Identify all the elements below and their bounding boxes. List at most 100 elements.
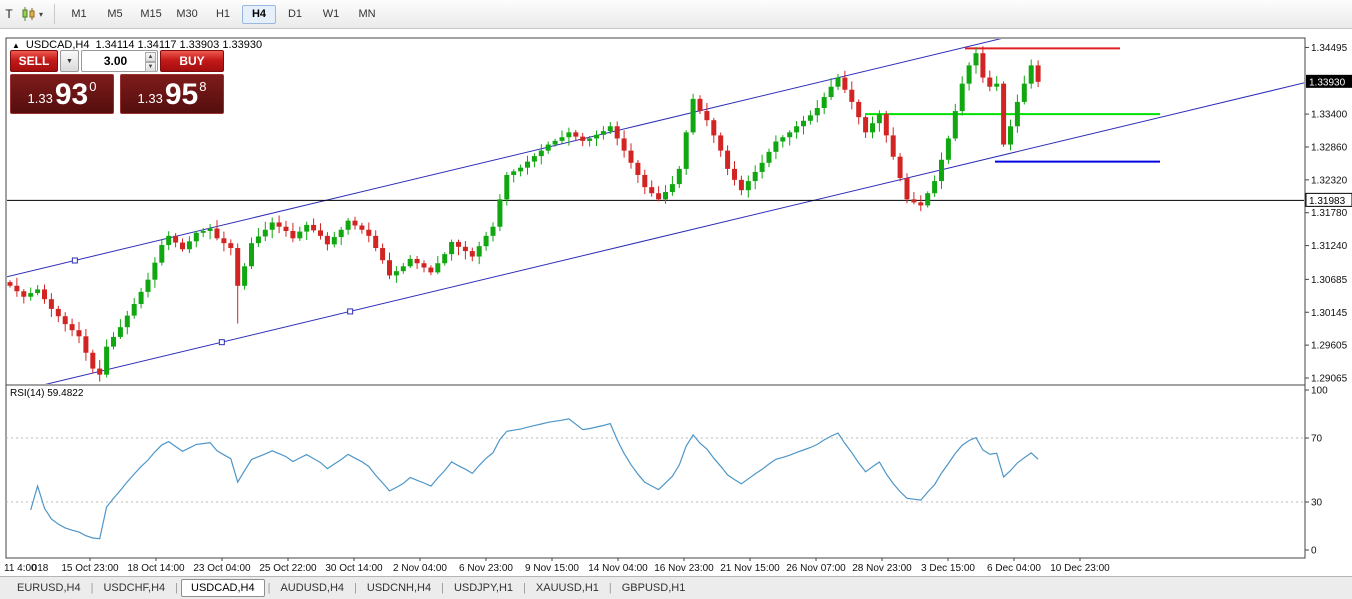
volume-dropdown-button[interactable]: ▼ [60,50,79,72]
candle-body [28,293,34,297]
candle-body [966,65,972,84]
tab-eurusd[interactable]: EURUSD,H4 [17,582,81,594]
candle-body [870,123,875,133]
volume-input[interactable] [82,53,149,69]
candle-body [745,181,751,191]
candle-body [573,132,579,137]
candle-body [801,120,806,127]
candle-body [462,246,468,252]
timeframe-m5[interactable]: M5 [107,7,123,20]
timeframe-d1[interactable]: D1 [287,7,303,20]
sell-price-prefix: 1.33 [27,91,53,106]
timeframe-group: M1 M5 M15 M30 H1 H4 D1 W1 MN [62,4,384,24]
one-click-trade-panel: SELL ▼ ▲ ▼ BUY 1.33 93 0 1.33 95 [10,50,224,114]
trend-channel-upper-line[interactable] [6,0,1305,278]
timeframe-w1[interactable]: W1 [322,7,340,20]
sell-price-button[interactable]: 1.33 93 0 [10,74,114,114]
candle-body [504,174,510,200]
tab-separator: | [441,582,444,594]
candle-body [807,115,813,121]
candle-body [62,316,68,325]
time-axis-label: 15 Oct 23:00 [61,563,119,574]
buy-button[interactable]: BUY [160,50,224,72]
channel-handle[interactable] [347,308,354,315]
candle-body [676,168,682,185]
tab-usdjpy[interactable]: USDJPY,H1 [453,582,514,594]
candle-body [773,141,779,152]
candle-body [738,179,744,191]
candle-body [21,291,27,297]
channel-handle[interactable] [71,257,78,264]
candle-body [221,238,227,244]
time-axis-label: 6 Nov 23:00 [459,563,513,574]
tab-separator: | [354,582,357,594]
candle-body [787,132,793,138]
candle-body [262,229,268,237]
candle-body [283,226,289,231]
rsi-axis-label: 100 [1311,386,1328,397]
candle-body [400,266,406,272]
candle-body [428,267,434,273]
chart-ohlc-header: ▲ USDCAD,H4 1.34114 1.34117 1.33903 1.33… [12,39,262,51]
bid-price-badge [1306,74,1352,88]
chart-type-button[interactable]: ▾ [17,2,47,26]
channel-handle[interactable] [218,339,225,346]
candle-body [918,202,924,206]
candle-body [559,137,565,141]
candle-body [1021,83,1027,102]
price-axis-label: 1.31780 [1311,208,1348,219]
candle-body [635,162,641,175]
candle-body [711,120,717,136]
time-axis-label: 30 Oct 14:00 [325,563,383,574]
tab-gbpusd[interactable]: GBPUSD,H1 [621,582,686,594]
candle-body [642,174,648,188]
candle-body [90,352,96,369]
timeframe-m1[interactable]: M1 [71,7,87,20]
timeframe-h4[interactable]: H4 [242,4,277,24]
candle-body [193,232,199,242]
candle-body [373,235,379,249]
time-axis-label: 18 Oct 14:00 [127,563,185,574]
tab-usdchf[interactable]: USDCHF,H4 [103,582,166,594]
candle-body [545,144,551,151]
tab-usdcnh[interactable]: USDCNH,H4 [366,582,432,594]
time-axis-label: 25 Oct 22:00 [259,563,317,574]
trend-channel-lower-line[interactable] [6,82,1305,394]
candle-body [697,98,703,112]
candle-body [497,199,503,227]
spinner-down-icon[interactable]: ▼ [145,62,156,72]
candle-body [207,228,213,231]
candlestick-chart-icon [22,7,35,21]
candle-body [690,98,696,133]
spinner-up-icon[interactable]: ▲ [145,52,156,62]
candle-body [980,53,986,78]
timeframe-mn[interactable]: MN [358,7,376,20]
timeframe-h1[interactable]: H1 [215,7,231,20]
candle-body [663,192,668,200]
candle-body [911,199,917,203]
candle-body [249,243,254,267]
candle-body [435,263,441,273]
time-axis-label: 28 Nov 23:00 [852,563,912,574]
time-axis-label: 2 Nov 04:00 [393,563,447,574]
tab-xauusd[interactable]: XAUUSD,H1 [535,582,599,594]
candle-body [55,308,61,317]
price-axis-label: 1.29605 [1311,341,1348,352]
candle-body [649,187,655,194]
timeframe-m15[interactable]: M15 [140,7,162,20]
candle-body [814,108,820,116]
timeframe-m30[interactable]: M30 [176,7,198,20]
candle-body [331,237,337,245]
candle-body [987,77,993,87]
buy-price-button[interactable]: 1.33 95 8 [120,74,224,114]
tab-usdcad[interactable]: USDCAD,H4 [181,579,265,597]
candle-body [483,235,489,247]
tab-audusd[interactable]: AUDUSD,H4 [280,582,345,594]
candle-body [214,228,220,239]
trade-panel-controls: SELL ▼ ▲ ▼ BUY [10,50,224,72]
candle-body [97,368,103,375]
sell-button[interactable]: SELL [10,50,58,72]
time-axis-label: 11 4:00 [4,563,37,574]
